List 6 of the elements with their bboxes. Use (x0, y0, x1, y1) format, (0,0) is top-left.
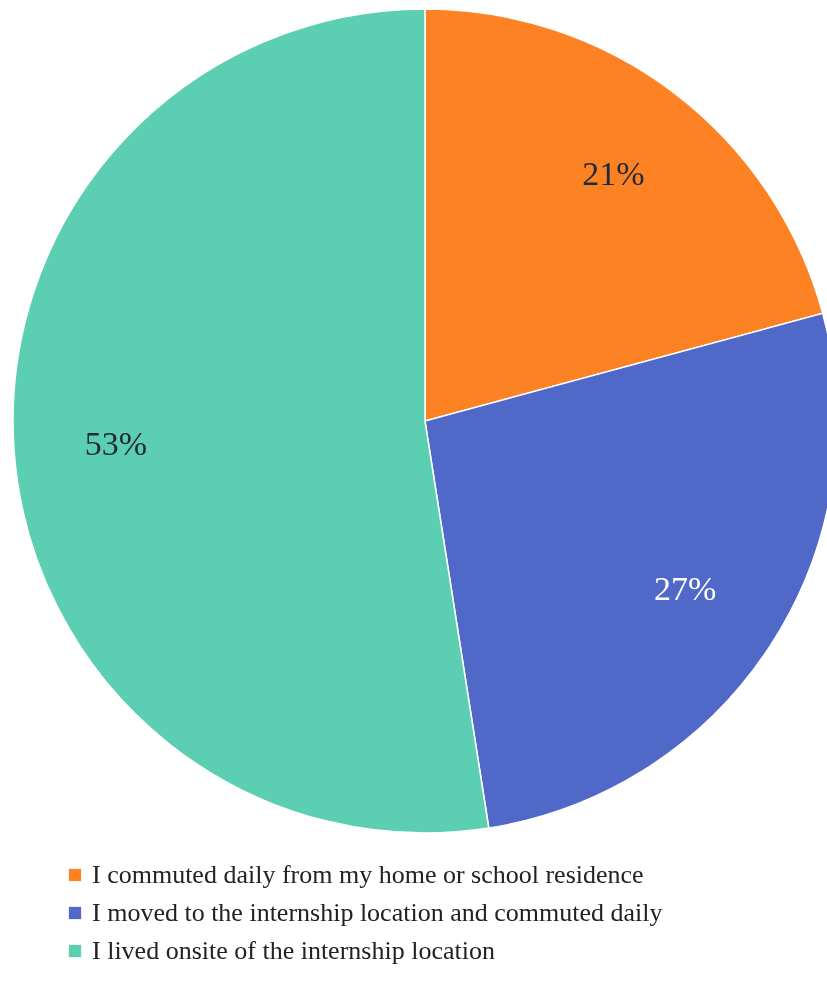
legend-label: I moved to the internship location and commuted daily (92, 898, 663, 927)
data-label: 21% (582, 154, 645, 192)
legend-label: I commuted daily from my home or school residence (92, 860, 644, 889)
legend-label: I lived onsite of the internship location (92, 936, 495, 965)
data-label: 27% (653, 569, 717, 607)
data-label: 53% (84, 425, 148, 463)
